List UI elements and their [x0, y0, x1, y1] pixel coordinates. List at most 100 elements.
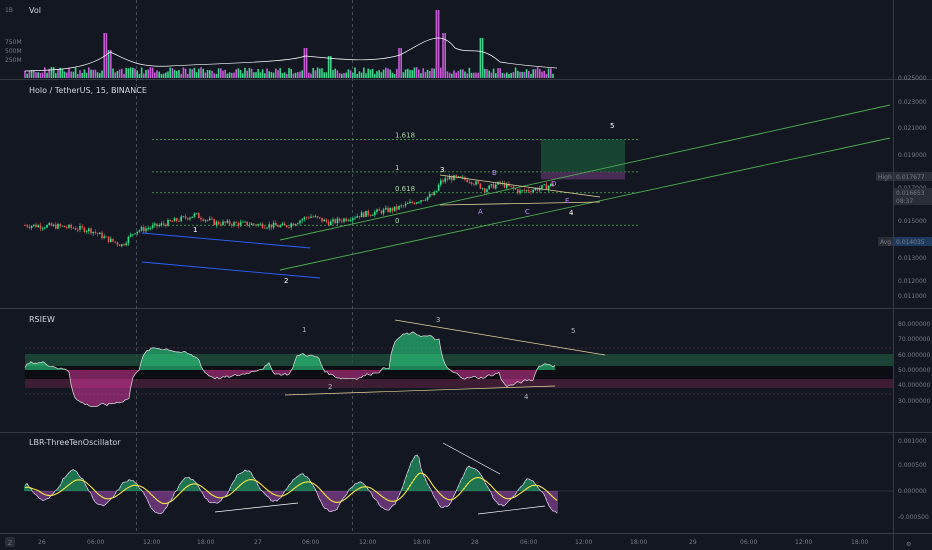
- volume-bar: [437, 10, 440, 78]
- candle-body: [451, 176, 453, 181]
- candle-body: [303, 217, 306, 220]
- candle-body: [268, 224, 270, 228]
- candle-body: [409, 201, 411, 204]
- candle-body: [52, 224, 55, 226]
- volume-bar: [418, 69, 420, 78]
- volume-bar: [231, 72, 233, 78]
- volume-bar: [517, 70, 519, 78]
- volume-bar: [235, 69, 237, 78]
- volume-axis-label: 250M: [5, 57, 22, 64]
- candle-body: [525, 190, 528, 191]
- candle-body: [517, 189, 519, 193]
- volume-bar: [83, 69, 86, 78]
- target-box: [541, 139, 625, 172]
- candle-body: [545, 184, 548, 190]
- volume-bar: [530, 73, 532, 78]
- volume-bar: [37, 72, 39, 78]
- candle-body: [189, 217, 191, 220]
- price-axis-label: 0.021000: [898, 125, 927, 132]
- rsi-axis-label: 30.000000: [898, 398, 931, 405]
- candle-body: [112, 238, 114, 242]
- candle-body: [510, 186, 512, 187]
- corner-z-button[interactable]: Z: [5, 537, 15, 547]
- volume-bar: [288, 68, 290, 78]
- wave-label: 3: [440, 166, 444, 174]
- candle-body: [110, 238, 112, 243]
- candle-body: [343, 218, 345, 222]
- candle-body: [59, 224, 61, 226]
- volume-bar: [270, 72, 273, 78]
- volume-bar: [303, 48, 306, 78]
- volume-bar: [57, 69, 59, 78]
- volume-bar: [356, 73, 358, 78]
- volume-bar: [68, 67, 70, 78]
- time-axis-label: 18:00: [413, 539, 430, 546]
- candle-body: [297, 223, 299, 225]
- candle-body: [367, 210, 369, 216]
- volume-bar: [134, 68, 136, 78]
- volume-bar: [217, 68, 220, 78]
- price-axis-label: 0.019000: [898, 152, 927, 159]
- candle-body: [158, 225, 160, 227]
- volume-bar: [24, 70, 26, 78]
- candle-body: [433, 191, 435, 196]
- candle-body: [147, 228, 149, 230]
- candle-body: [250, 223, 253, 225]
- volume-bar: [424, 71, 427, 78]
- candle-body: [422, 200, 424, 202]
- volume-bar: [402, 72, 405, 78]
- volume-bar: [28, 70, 31, 78]
- candle-body: [173, 218, 176, 222]
- volume-bar: [233, 72, 235, 78]
- volume-bar: [473, 72, 475, 78]
- avg-badge-value: 0.014035: [896, 239, 925, 246]
- candle-body: [68, 224, 70, 228]
- volume-bar: [470, 72, 473, 78]
- volume-bar: [382, 69, 385, 78]
- candle-body: [160, 223, 163, 226]
- volume-bar: [378, 70, 380, 78]
- candle-body: [151, 225, 154, 228]
- candle-body: [178, 220, 180, 222]
- candle-body: [404, 203, 407, 206]
- candle-body: [136, 231, 138, 234]
- volume-bar: [464, 71, 466, 78]
- time-axis-label: 12:00: [575, 539, 592, 546]
- volume-bar: [292, 73, 295, 78]
- time-axis-label: 27: [254, 539, 262, 546]
- volume-bar: [99, 73, 101, 78]
- volume-bar: [415, 67, 418, 78]
- candle-body: [393, 206, 396, 211]
- volume-bar: [398, 48, 400, 78]
- candle-body: [459, 176, 462, 178]
- candle-body: [26, 225, 28, 227]
- settings-icon[interactable]: ⚙: [906, 541, 911, 548]
- candle-body: [118, 244, 121, 247]
- candle-body: [123, 244, 125, 246]
- volume-bar: [138, 73, 141, 78]
- volume-bar: [257, 69, 259, 78]
- candle-body: [519, 190, 521, 193]
- volume-bar: [435, 10, 438, 78]
- candle-body: [374, 211, 376, 216]
- rsi-axis-label: 40.000000: [898, 382, 931, 389]
- avg-badge: Avg 0.014035: [878, 237, 932, 246]
- candle-body: [50, 223, 53, 226]
- volume-bar: [143, 73, 145, 78]
- volume-bar: [33, 70, 35, 78]
- candle-body: [477, 181, 479, 184]
- candle-body: [444, 178, 446, 182]
- candle-body: [215, 221, 218, 225]
- volume-bar: [308, 72, 310, 78]
- volume-bar: [277, 70, 279, 78]
- candle-body: [88, 228, 90, 232]
- volume-bar: [325, 72, 328, 78]
- volume-bar: [492, 68, 495, 78]
- candle-body: [167, 220, 169, 227]
- volume-bar: [310, 73, 312, 78]
- candle-body: [154, 223, 156, 226]
- volume-bar: [499, 68, 501, 78]
- osc-axis-label: -0.000500: [898, 514, 929, 521]
- candle-body: [453, 175, 455, 181]
